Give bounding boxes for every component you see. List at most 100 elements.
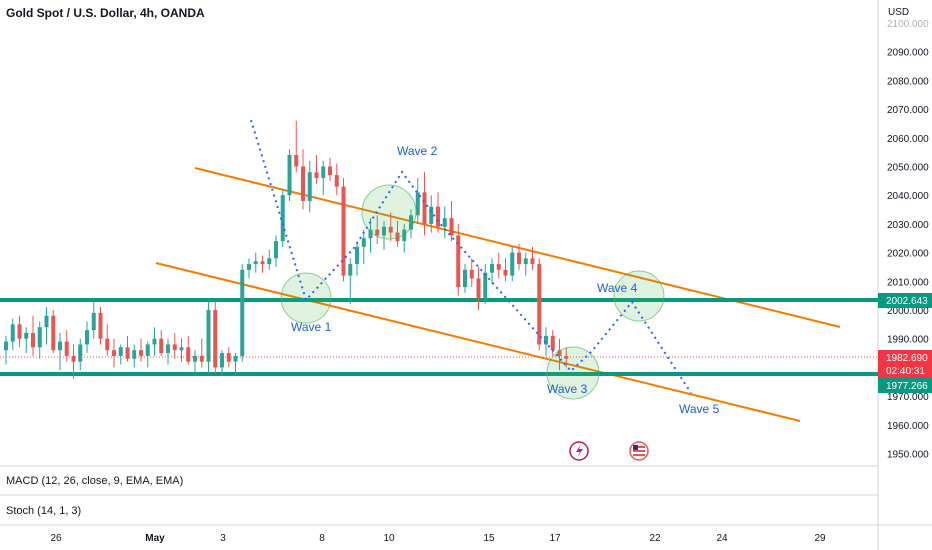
candle [375,215,380,244]
candle [537,258,542,351]
candle [280,189,285,247]
time-axis[interactable]: 26 May 3 8 10 15 17 22 24 29 [50,533,826,544]
price-tick-label: 1970.000 [887,392,929,403]
candle [301,149,305,210]
candle [517,243,521,270]
time-tick-label: 8 [319,533,325,544]
us-economic-event-icon[interactable] [629,441,649,461]
candle [199,338,204,368]
candle [307,160,312,213]
price-tick-label: 2100.000 [887,19,929,30]
candle [294,120,299,173]
candle [429,195,434,233]
candle [496,252,501,279]
price-tick-label: 1950.000 [887,450,929,461]
candle [328,157,332,181]
candle [388,212,393,242]
price-tick-label: 2090.000 [887,48,929,59]
candle [179,338,184,362]
earnings-event-icon[interactable] [569,441,589,461]
candle [395,221,400,247]
candle [456,223,461,296]
price-tick-label: 2060.000 [887,134,929,145]
price-tick-label: 2070.000 [887,105,929,116]
time-tick-label: May [145,533,165,544]
time-tick-label: 15 [483,533,495,544]
candle [253,252,258,273]
elliott-wave-path[interactable] [250,119,692,394]
candle [206,301,211,374]
candle [139,338,143,362]
price-tick-label: 1960.000 [887,421,929,432]
candle [78,338,83,371]
candle [469,258,474,288]
candle [368,218,373,253]
candle [557,338,562,371]
time-tick-label: 29 [814,533,826,544]
wave-1-label: Wave 1 [291,320,332,334]
wave-5-label: Wave 5 [679,402,720,416]
candle [436,192,440,233]
price-tick-label: 2050.000 [887,163,929,174]
wave-2-circle[interactable] [361,184,417,240]
candle [172,332,177,359]
candle [442,206,447,239]
candle [321,160,326,196]
candle [105,324,110,356]
wave-4-circle[interactable] [613,270,665,322]
time-tick-label: 22 [649,533,661,544]
time-tick-label: 10 [383,533,395,544]
candle [274,235,278,267]
candle [449,200,454,242]
support-price-badge: 1977.266 [878,378,932,393]
time-tick-label: 3 [220,533,226,544]
macd-indicator-label[interactable]: MACD (12, 26, close, 9, EMA, EMA) [6,475,183,487]
candle [233,353,238,377]
candle [91,301,96,339]
candle [550,330,555,356]
candle [355,241,359,276]
candle [409,209,413,239]
candle [10,318,15,351]
candle [490,258,494,285]
price-tick-label: 1990.000 [887,335,929,346]
candle [166,338,170,365]
stoch-indicator-label[interactable]: Stoch (14, 1, 3) [6,505,81,517]
candle [240,264,245,362]
candle [503,258,508,282]
candle [17,315,22,348]
candle [314,155,319,184]
candle [98,307,103,345]
price-tick-label: 2030.000 [887,220,929,231]
candle [145,341,150,368]
candle [152,327,157,356]
candle [37,321,42,359]
candle [118,344,123,365]
candle [463,264,467,293]
price-tick-label: 2010.000 [887,277,929,288]
candle [564,347,569,368]
price-tick-label: 2080.000 [887,76,929,87]
candle [58,332,62,371]
wave-3-label: Wave 3 [547,382,588,396]
candle [382,221,386,250]
candle [132,344,137,368]
bar-countdown: 02:40:31 [886,366,925,377]
price-axis[interactable]: 2100.000 2090.000 2080.000 2070.000 2060.000… [887,19,929,461]
candle [348,258,353,305]
wave-2-label: Wave 2 [397,144,438,158]
candle [213,301,218,374]
candle [523,252,528,276]
wave-4-label: Wave 4 [597,281,638,295]
channel-lower-line[interactable] [155,262,801,422]
last-price-badge: 1982.690 02:40:31 [878,350,932,378]
svg-text:2002.643: 2002.643 [886,296,928,307]
price-tick-label: 2000.000 [887,306,929,317]
candle [267,249,272,270]
candle [71,344,76,379]
candle [85,321,89,354]
candle [510,246,515,282]
candle [51,310,56,354]
price-tick-label: 2020.000 [887,249,929,260]
